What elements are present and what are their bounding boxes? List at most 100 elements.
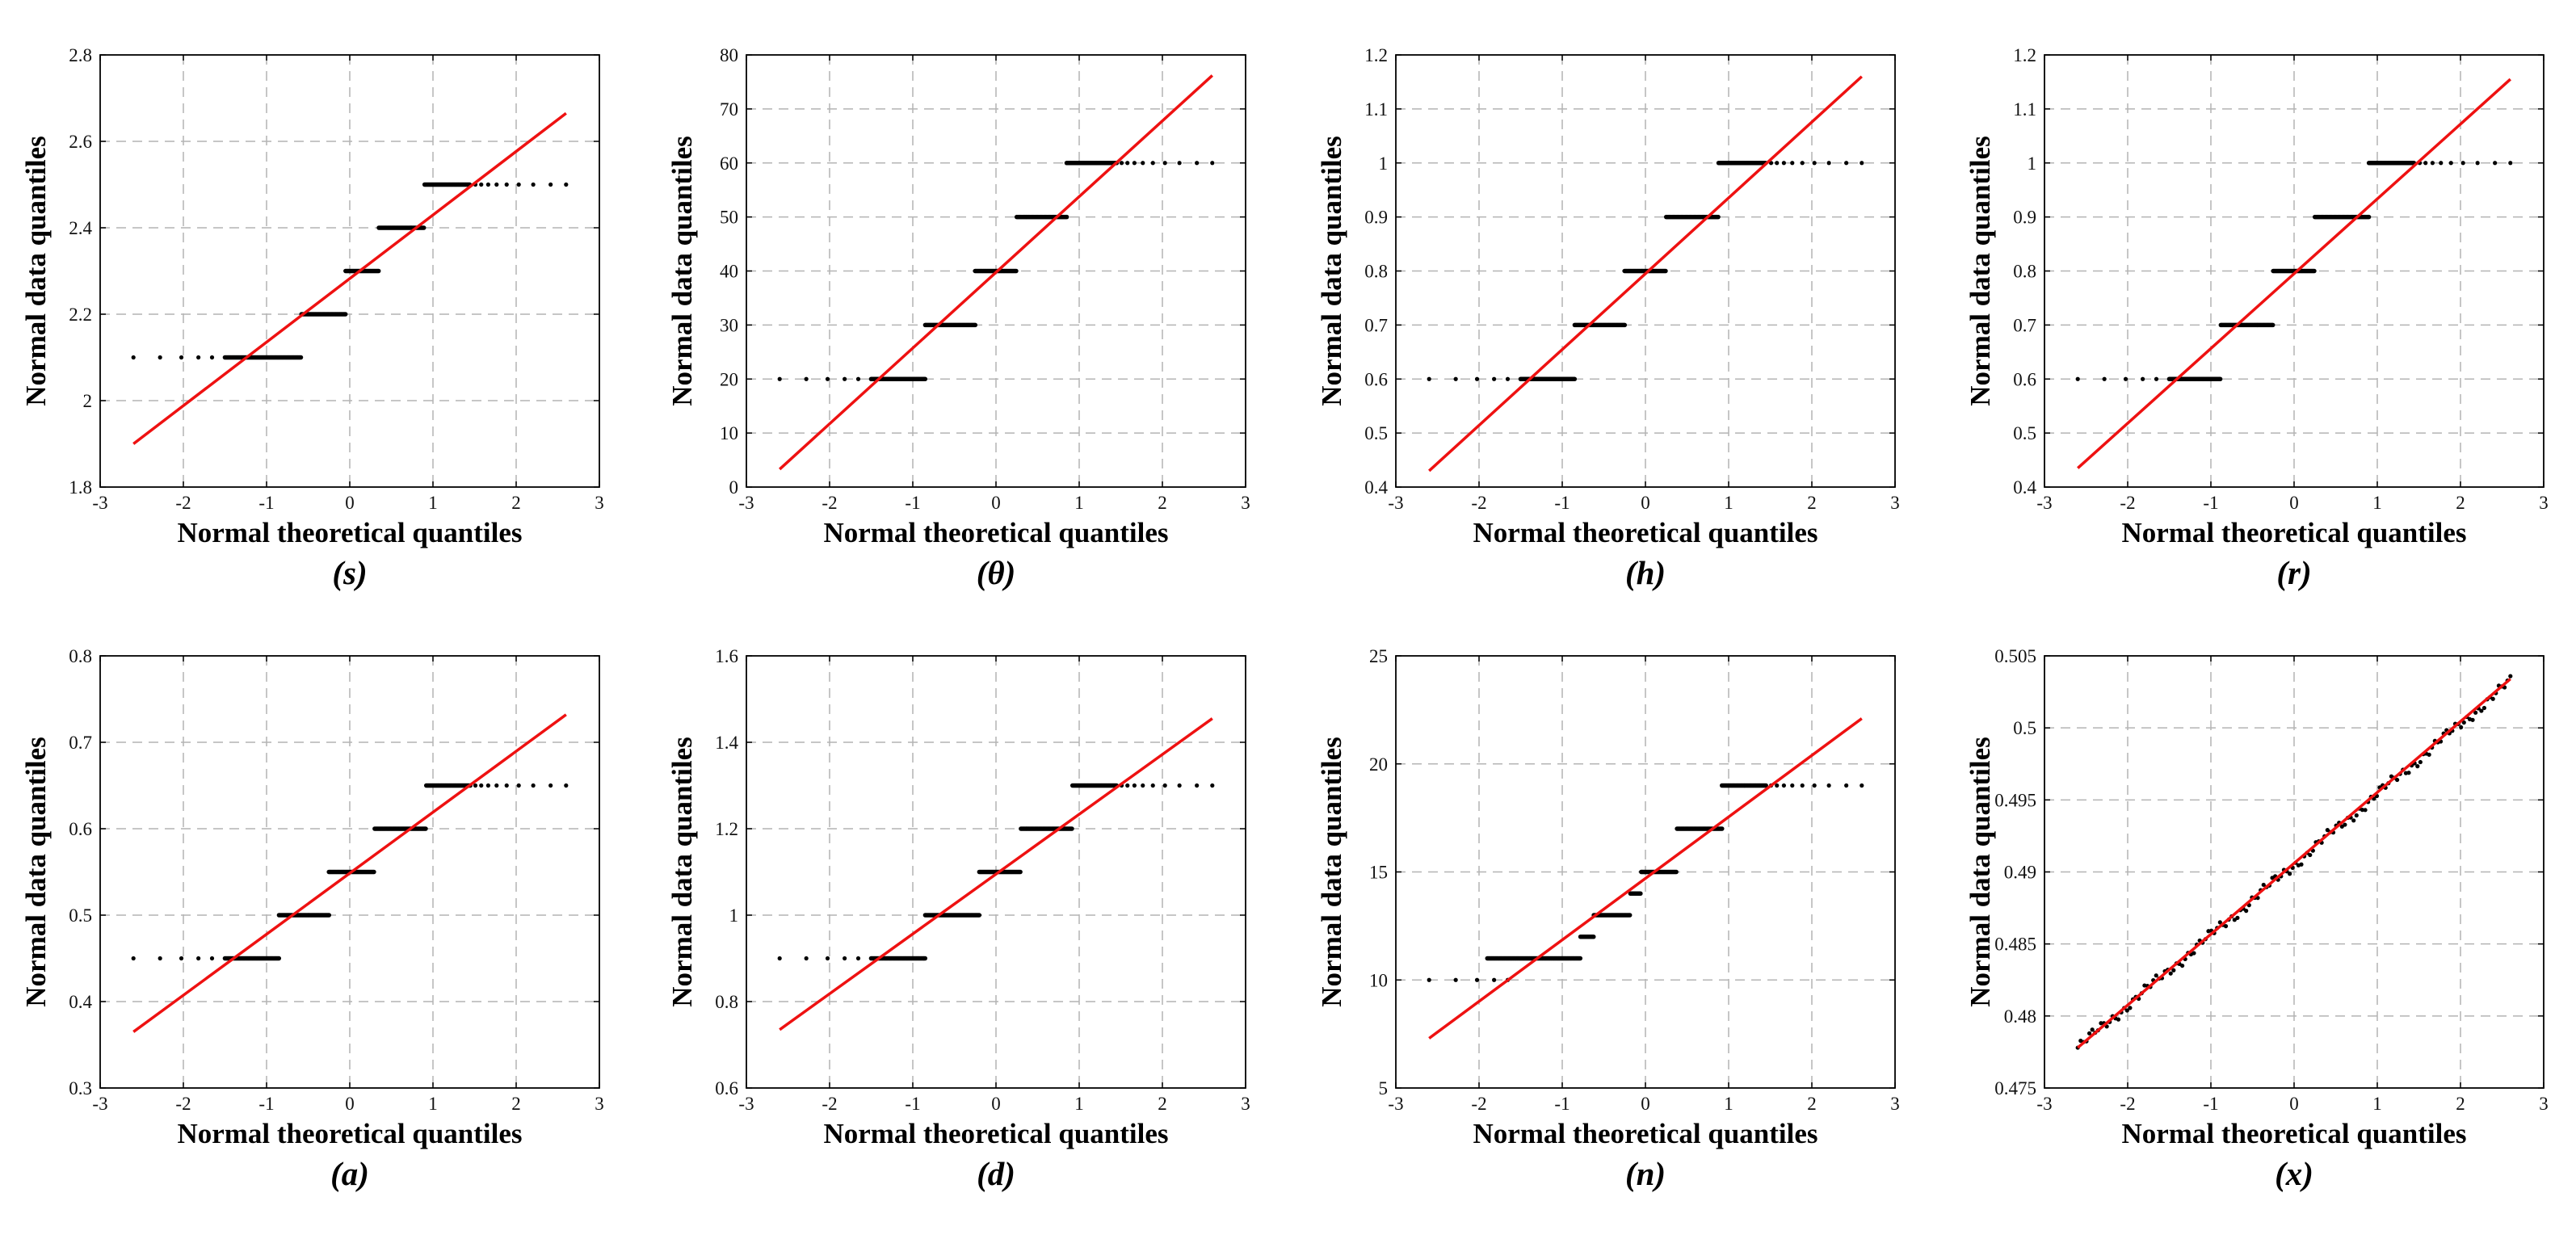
data-point: [1132, 161, 1137, 166]
y-tick-label: 0.7: [1364, 315, 1388, 335]
data-point: [1125, 783, 1130, 788]
data-point: [922, 376, 928, 382]
panel-caption: (r): [2276, 554, 2311, 591]
data-point: [1125, 161, 1130, 166]
data-point: [1638, 891, 1643, 897]
y-tick-label: 0.495: [1994, 790, 2036, 810]
data-point: [2493, 161, 2498, 166]
reference-line: [132, 111, 567, 445]
x-tick-label: -2: [175, 1094, 191, 1114]
data-point: [1844, 783, 1849, 788]
data-point: [298, 355, 304, 360]
data-point: [2299, 862, 2304, 867]
data-point: [1812, 783, 1817, 788]
y-tick-label: 1: [729, 905, 739, 926]
data-point: [179, 956, 184, 961]
plot-frame: [746, 655, 1246, 1089]
data-point: [158, 355, 162, 360]
y-tick-label: 0.485: [1994, 935, 2036, 955]
data-point: [2099, 1021, 2103, 1026]
y-tick-label: 0.6: [1364, 369, 1388, 389]
plot-frame: [1395, 54, 1896, 488]
data-point: [158, 956, 162, 961]
reference-line: [1428, 75, 1863, 473]
x-tick-label: 3: [595, 1094, 604, 1114]
x-tick-label: 2: [1807, 493, 1817, 513]
x-tick-label: 1: [428, 493, 438, 513]
plot-frame: [99, 655, 600, 1089]
data-point: [825, 376, 830, 381]
data-point: [2351, 818, 2356, 823]
x-tick-label: -1: [905, 493, 920, 513]
y-tick-label: 70: [720, 99, 738, 120]
x-tick-label: 3: [2539, 493, 2549, 513]
data-point: [1474, 376, 1480, 381]
data-point: [2479, 708, 2484, 713]
qq-panel-7: -3 -2 -1 0 1 2 3 5 10 15 20 25 Normal theoretical qu…: [1316, 646, 1900, 1192]
data-point: [2395, 777, 2400, 783]
data-point: [342, 312, 348, 317]
data-point: [1150, 161, 1155, 166]
data-point: [131, 956, 136, 961]
data-point: [2128, 1006, 2133, 1010]
y-tick-label: 0.5: [1364, 423, 1388, 443]
y-tick-label: 1.8: [69, 477, 92, 498]
y-tick-label: 2.8: [69, 45, 92, 65]
x-tick-label: 2: [1158, 493, 1167, 513]
data-point: [2168, 971, 2173, 976]
y-tick-label: 15: [1369, 863, 1388, 883]
x-tick-label: -1: [2203, 493, 2218, 513]
data-point: [196, 956, 201, 961]
data-point: [1210, 783, 1215, 788]
y-tick-label: 0.8: [69, 646, 92, 666]
data-point: [2448, 161, 2453, 166]
y-axis-label: Normal data quantiles: [1316, 136, 1347, 405]
y-tick-label: 20: [720, 369, 738, 389]
reference-line: [132, 713, 567, 1033]
x-axis-label: Normal theoretical quantiles: [2121, 517, 2466, 548]
x-tick-label: 0: [991, 493, 1001, 513]
data-point: [479, 182, 484, 187]
data-point: [473, 783, 478, 788]
data-point: [2490, 696, 2495, 701]
data-point: [2235, 915, 2240, 920]
panel-caption: (h): [1625, 554, 1666, 591]
data-point: [1781, 161, 1786, 166]
x-axis-label: Normal theoretical quantiles: [1473, 1118, 1817, 1149]
data-point: [494, 182, 499, 187]
data-point: [1763, 783, 1768, 788]
data-point: [209, 956, 215, 961]
data-point: [1427, 376, 1431, 381]
data-point: [1826, 161, 1831, 166]
data-point: [479, 783, 484, 788]
y-tick-label: 50: [720, 208, 738, 228]
x-tick-label: -1: [258, 1094, 274, 1114]
x-axis-label: Normal theoretical quantiles: [1473, 517, 1817, 548]
data-point: [2439, 161, 2444, 166]
data-point: [485, 182, 490, 187]
x-tick-label: -3: [2036, 1094, 2052, 1114]
data-point: [564, 182, 569, 187]
data-point: [2415, 764, 2420, 769]
plot-frame: [99, 54, 600, 488]
y-tick-label: 0.4: [1364, 477, 1388, 498]
x-tick-label: 2: [511, 493, 521, 513]
data-point: [2217, 920, 2222, 925]
y-tick-label: 0.6: [715, 1078, 738, 1098]
y-axis-label: Normal data quantiles: [666, 737, 698, 1006]
data-point: [973, 322, 978, 328]
qq-panel-5: -3 -2 -1 0 1 2 3 0.3 0.4 0.5 0.6 0.7 0.8 Normal theor…: [20, 646, 604, 1192]
data-point: [777, 376, 782, 381]
y-tick-label: 1.2: [715, 819, 738, 839]
data-point: [485, 783, 490, 788]
y-axis-label: Normal data quantiles: [20, 136, 52, 405]
data-point: [1716, 214, 1721, 220]
x-tick-label: -1: [1554, 1094, 1570, 1114]
data-point: [2270, 322, 2276, 328]
data-point: [1064, 214, 1069, 220]
data-point: [2460, 161, 2465, 166]
data-point: [1018, 869, 1023, 875]
data-point: [2508, 161, 2513, 166]
data-point: [2508, 674, 2513, 678]
y-tick-label: 0.9: [2013, 208, 2036, 228]
